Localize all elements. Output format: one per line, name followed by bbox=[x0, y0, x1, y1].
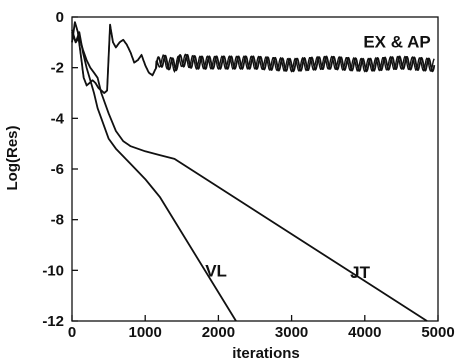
series-layer bbox=[71, 21, 436, 322]
labels-layer: iterations Log(Res) bbox=[4, 126, 300, 363]
x-tick-label: 4000 bbox=[348, 324, 381, 341]
y-tick-label: -6 bbox=[51, 161, 64, 178]
y-tick-label: -8 bbox=[51, 212, 64, 229]
series-line-ex-ap-companion bbox=[71, 21, 435, 94]
series-line-jt bbox=[71, 31, 428, 322]
x-tick-label: 3000 bbox=[275, 324, 308, 341]
x-tick-label: 1000 bbox=[129, 324, 162, 341]
y-axis-label: Log(Res) bbox=[4, 126, 21, 191]
y-tick-label: 0 bbox=[56, 9, 64, 26]
x-axis-label: iterations bbox=[232, 345, 300, 362]
x-tick-label: 5000 bbox=[421, 324, 454, 341]
x-tick-label: 2000 bbox=[202, 324, 235, 341]
y-tick-label: -12 bbox=[42, 313, 64, 330]
series-annotation-jt: JT bbox=[350, 263, 370, 282]
ticks-layer: 0 1000 2000 3000 4000 5000 0 -2 -4 -6 -8 -10 -12 bbox=[42, 9, 454, 341]
y-tick-label: -2 bbox=[51, 60, 64, 77]
series-annotation-vl: VL bbox=[205, 262, 227, 281]
y-tick-label: -10 bbox=[42, 262, 64, 279]
y-tick-label: -4 bbox=[51, 110, 65, 127]
x-tick-label: 0 bbox=[68, 324, 76, 341]
series-annotation-ex-ap: EX & AP bbox=[363, 32, 430, 51]
annotation-layer: EX & AP VL JT bbox=[205, 32, 431, 282]
